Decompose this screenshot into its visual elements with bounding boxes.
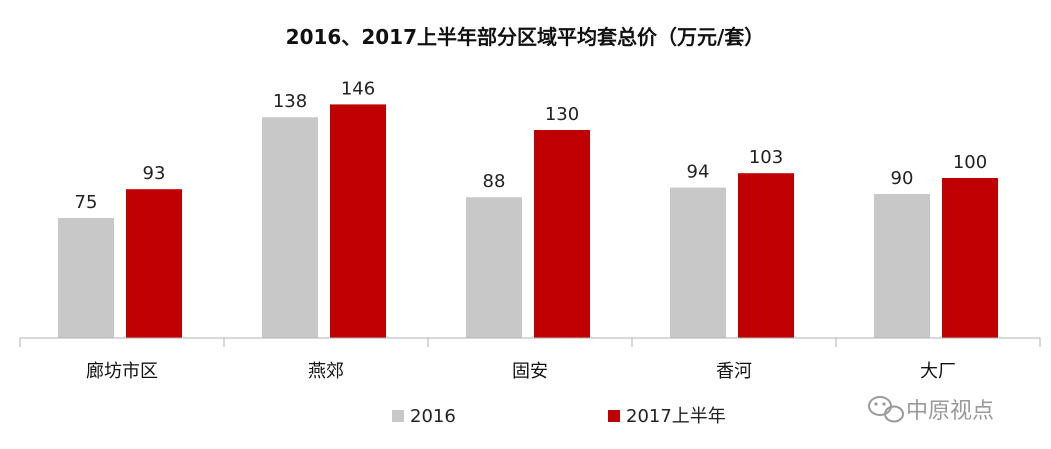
value-label: 130 — [545, 104, 579, 125]
value-label: 100 — [953, 152, 987, 173]
value-label: 103 — [749, 147, 783, 168]
bar-series2-0 — [126, 189, 182, 338]
value-label: 93 — [143, 163, 166, 184]
bar-series2-4 — [942, 178, 998, 338]
value-label: 88 — [483, 171, 506, 192]
bar-series1-2 — [466, 197, 522, 338]
bar-series2-3 — [738, 173, 794, 338]
value-label: 146 — [341, 78, 375, 99]
legend-swatch — [392, 410, 404, 422]
bar-series1-3 — [670, 187, 726, 338]
wechat-icon — [868, 396, 904, 423]
x-axis: 廊坊市区 燕郊 固安 香河 大厂 — [19, 337, 1041, 382]
watermark: 中原视点 — [868, 396, 994, 424]
value-label: 90 — [891, 168, 914, 189]
legend: 2016 2017上半年 — [392, 406, 726, 427]
chart-title: 2016、2017上半年部分区域平均套总价（万元/套） — [286, 25, 765, 49]
value-label: 75 — [75, 192, 98, 213]
legend-swatch — [608, 410, 620, 422]
category-label: 燕郊 — [308, 361, 344, 382]
bar-series2-2 — [534, 130, 590, 338]
watermark-text: 中原视点 — [906, 399, 994, 424]
bar-series1-1 — [262, 117, 318, 338]
legend-label: 2017上半年 — [626, 406, 726, 427]
category-label: 大厂 — [920, 361, 956, 382]
bar-series2-1 — [330, 104, 386, 339]
category-label: 香河 — [716, 361, 752, 382]
category-label: 固安 — [512, 361, 548, 382]
value-label: 138 — [273, 91, 307, 112]
bars-group: 75 93 138 146 88 130 94 103 90 100 — [58, 78, 998, 339]
category-label: 廊坊市区 — [86, 361, 158, 382]
legend-label: 2016 — [410, 406, 456, 427]
bar-series1-0 — [58, 218, 114, 338]
value-label: 94 — [687, 162, 710, 183]
bar-series1-4 — [874, 194, 930, 338]
